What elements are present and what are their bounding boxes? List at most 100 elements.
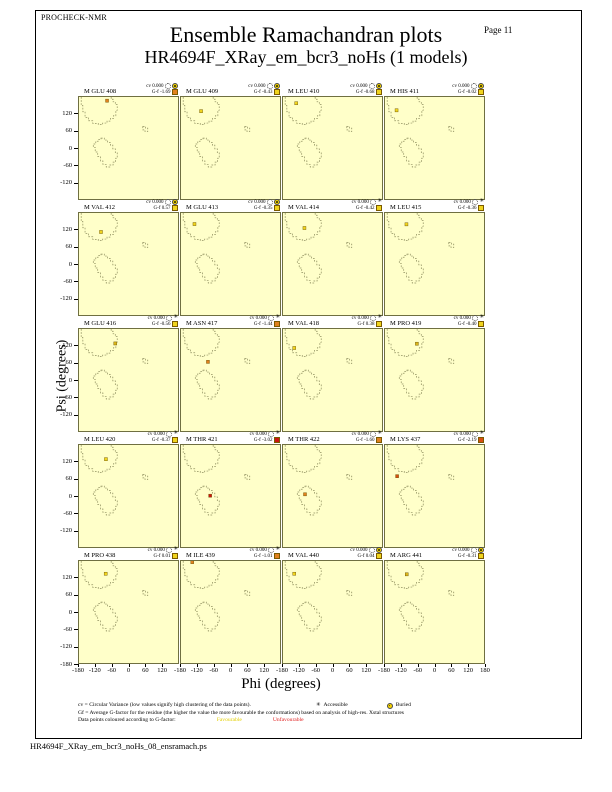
plot-area [78, 444, 179, 548]
residue-label: M VAL 440 [288, 552, 319, 559]
gfactor-value: G-f -0.36 [457, 205, 477, 211]
lalpha-region-outline [244, 242, 251, 248]
x-tick-mark [332, 664, 334, 667]
gfactor-value: G-f -1.60 [355, 437, 375, 443]
x-tick-label: -120 [88, 667, 101, 674]
gfactor-value: G-f 0.57 [153, 205, 171, 211]
accessible-star-icon: ✳ [173, 546, 178, 553]
lalpha-region-outline [448, 126, 455, 132]
gfactor-swatch [172, 321, 178, 327]
residue-label: M LEU 415 [390, 204, 422, 211]
x-tick-label: 120 [157, 667, 168, 674]
data-point [292, 346, 296, 350]
model-circle-icon [471, 547, 477, 553]
gfactor-swatch [274, 553, 280, 559]
gfactor-value: G-f -0.56 [151, 321, 171, 327]
cv-value: cv 0.000 [452, 83, 470, 89]
x-tick-mark [111, 664, 113, 667]
y-tick-mark [74, 513, 78, 515]
residue-label: M VAL 418 [288, 320, 319, 327]
data-point [415, 341, 419, 346]
plot-area [282, 444, 383, 548]
alpha-region-outline [194, 485, 220, 516]
accessible-star-icon: ✳ [275, 430, 280, 437]
x-tick-mark [180, 664, 181, 667]
y-tick-label: 60 [65, 591, 73, 599]
alpha-region-outline [296, 485, 322, 516]
legend-cv-text: cv = Circular Variance (low values signi… [78, 702, 251, 708]
gfactor-swatch [376, 553, 382, 559]
alpha-region-outline [92, 485, 118, 516]
plot-area [282, 560, 383, 664]
gfactor-swatch [478, 321, 484, 327]
plot-area [180, 212, 281, 316]
subplot-header: M GLU 413 cv 0.000 ✳ G-f -0.35 [180, 199, 281, 212]
buried-circle-icon [478, 547, 484, 553]
model-circle-icon [267, 83, 273, 89]
y-tick-label: 120 [62, 573, 72, 581]
model-circle-icon [268, 315, 274, 321]
lalpha-region-outline [346, 474, 353, 480]
subplot-stats: cv 0.000 ✳ G-f 0.57 [146, 199, 178, 211]
gfactor-swatch [376, 205, 382, 211]
subplot-header: M ARG 441 cv 0.000 ✳ G-f -0.31 [384, 547, 485, 560]
residue-label: M LEU 420 [84, 436, 116, 443]
lalpha-region-outline [142, 358, 149, 364]
lalpha-region-outline [448, 590, 455, 596]
buried-circle-icon [386, 702, 393, 709]
ramachandran-subplot: M LYS 437 cv 0.000 ✳ G-f -2.19 [384, 431, 485, 548]
favourable-label: Favourable [216, 717, 242, 723]
lalpha-region-outline [142, 474, 149, 480]
gfactor-value: G-f -0.68 [355, 89, 375, 95]
model-circle-icon [472, 431, 478, 437]
lalpha-region-outline [142, 590, 149, 596]
x-tick-label: 60 [448, 667, 455, 674]
data-point [190, 561, 194, 564]
x-tick-label: -60 [311, 667, 320, 674]
ramachandran-subplot: M VAL 412 cv 0.000 ✳ G-f 0.57 [78, 199, 179, 316]
gfactor-swatch [274, 205, 280, 211]
residue-label: M GLU 409 [186, 88, 219, 95]
x-tick-mark [247, 664, 249, 667]
model-circle-icon [268, 431, 274, 437]
residue-label: M VAL 414 [288, 204, 319, 211]
ramachandran-subplot: M ARG 441 cv 0.000 ✳ G-f -0.31 [384, 547, 485, 664]
residue-label: M LYS 437 [390, 436, 421, 443]
x-tick-mark [264, 664, 266, 667]
beta-region-outline [80, 213, 118, 241]
y-tick-mark [74, 165, 78, 167]
residue-label: M GLU 408 [84, 88, 117, 95]
cv-value: cv 0.000 [146, 199, 164, 205]
unfavourable-label: Unfavourable [272, 717, 304, 723]
beta-region-outline [284, 213, 322, 241]
residue-label: M ASN 417 [186, 320, 218, 327]
data-point [302, 226, 307, 230]
lalpha-region-outline [448, 474, 455, 480]
plot-area [180, 328, 281, 432]
cv-value: cv 0.000 [453, 431, 471, 437]
gfactor-value: G-f -3.02 [253, 437, 273, 443]
gfactor-swatch [478, 437, 484, 443]
plot-area [384, 96, 485, 200]
y-tick-label: -60 [63, 277, 72, 285]
y-tick-label: -120 [60, 527, 72, 535]
gfactor-swatch [172, 437, 178, 443]
subplot-stats: cv 0.000 ✳ G-f -0.43 [248, 83, 280, 95]
model-circle-icon [165, 199, 171, 205]
beta-region-outline [386, 97, 424, 125]
subplot-header: M LEU 415 cv 0.000 ✳ G-f -0.36 [384, 199, 485, 212]
accessible-star-icon: ✳ [173, 430, 178, 437]
x-tick-label: -120 [292, 667, 305, 674]
lalpha-region-outline [346, 590, 353, 596]
alpha-region-outline [296, 253, 322, 284]
beta-region-outline [182, 213, 220, 241]
ramachandran-subplot: M HIS 411 cv 0.000 ✳ G-f -0.02 [384, 83, 485, 200]
data-point [294, 101, 298, 106]
model-circle-icon [471, 83, 477, 89]
accessible-star-icon: ✳ [479, 314, 484, 321]
subplot-stats: cv 0.000 ✳ G-f -1.69 [146, 83, 178, 95]
alpha-region-outline [92, 253, 118, 284]
gfactor-value: G-f -1.69 [151, 89, 171, 95]
gfactor-value: G-f -0.35 [253, 205, 273, 211]
